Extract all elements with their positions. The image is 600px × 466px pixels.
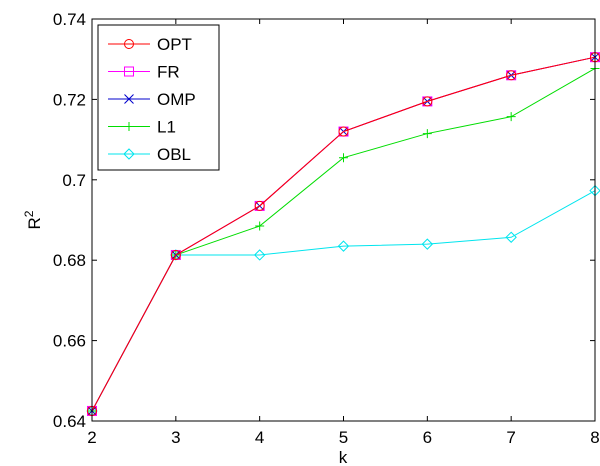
data-point-l1-7 [506, 112, 516, 122]
y-tick-label: 0.74 [53, 10, 86, 29]
x-axis-label: k [339, 448, 348, 466]
legend-item-fr: FR [108, 63, 180, 82]
data-point-opt-5 [338, 126, 349, 137]
series-obl [86, 184, 600, 417]
y-axis-label-base: R [25, 217, 44, 229]
data-point-opt-3 [170, 249, 181, 260]
x-tick-label: 6 [423, 428, 432, 447]
y-tick-label: 0.7 [62, 171, 86, 190]
y-axis-label-superscript: 2 [22, 210, 36, 217]
legend-marker-opt [124, 39, 134, 49]
data-point-obl-7 [505, 231, 517, 243]
legend-item-obl: OBL [108, 145, 191, 164]
x-tick-label: 7 [506, 428, 515, 447]
series-line-obl [91, 190, 596, 412]
data-point-obl-4 [253, 249, 266, 261]
data-point-l1-6 [422, 129, 432, 139]
y-tick-label: 0.64 [53, 412, 86, 431]
x-tick-label: 2 [87, 428, 96, 447]
data-point-opt-4 [254, 200, 265, 211]
axes-layer: 2 3 4 5 6 7 8 0.64 0.66 0.68 0.7 0.72 0.74 [53, 10, 600, 447]
y-tick-label: 0.72 [53, 90, 86, 109]
legend-label-omp: OMP [157, 90, 196, 109]
series-line-opt [91, 56, 596, 412]
legend-marker-obl [123, 148, 135, 160]
legend-label-l1: L1 [157, 118, 176, 137]
legend-label-obl: OBL [157, 145, 191, 164]
data-point-obl-5 [337, 240, 350, 252]
legend-box [97, 24, 220, 171]
data-point-l1-5 [339, 153, 348, 163]
legend-label-fr: FR [157, 63, 180, 82]
legend-item-opt: OPT [108, 35, 192, 54]
y-axis-label: R2 [22, 210, 44, 229]
x-tick-label: 3 [171, 428, 180, 447]
legend: OPT FR OMP L1 OBL [97, 24, 220, 171]
x-tick-label: 5 [339, 428, 348, 447]
data-point-l1-4 [255, 221, 265, 231]
legend-marker-omp [124, 94, 134, 104]
legend-item-l1: L1 [108, 118, 176, 137]
legend-marker-l1 [124, 122, 134, 131]
legend-label-opt: OPT [157, 35, 192, 54]
y-tick-label: 0.66 [53, 332, 86, 351]
x-tick-label: 4 [255, 428, 264, 447]
legend-marker-fr [124, 66, 134, 77]
data-point-opt-6 [422, 96, 433, 107]
legend-item-omp: OMP [108, 90, 196, 109]
data-point-obl-6 [421, 238, 434, 250]
x-tick-label: 8 [590, 428, 599, 447]
y-tick-label: 0.68 [53, 251, 86, 270]
data-point-opt-7 [506, 70, 517, 81]
